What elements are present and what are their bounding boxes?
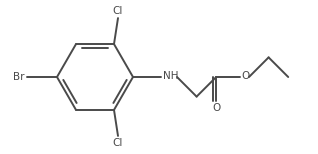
Text: Cl: Cl	[113, 6, 123, 16]
Text: Cl: Cl	[113, 138, 123, 148]
Text: Br: Br	[13, 72, 25, 82]
Text: O: O	[241, 71, 249, 81]
Text: NH: NH	[163, 71, 178, 81]
Text: O: O	[212, 103, 220, 113]
